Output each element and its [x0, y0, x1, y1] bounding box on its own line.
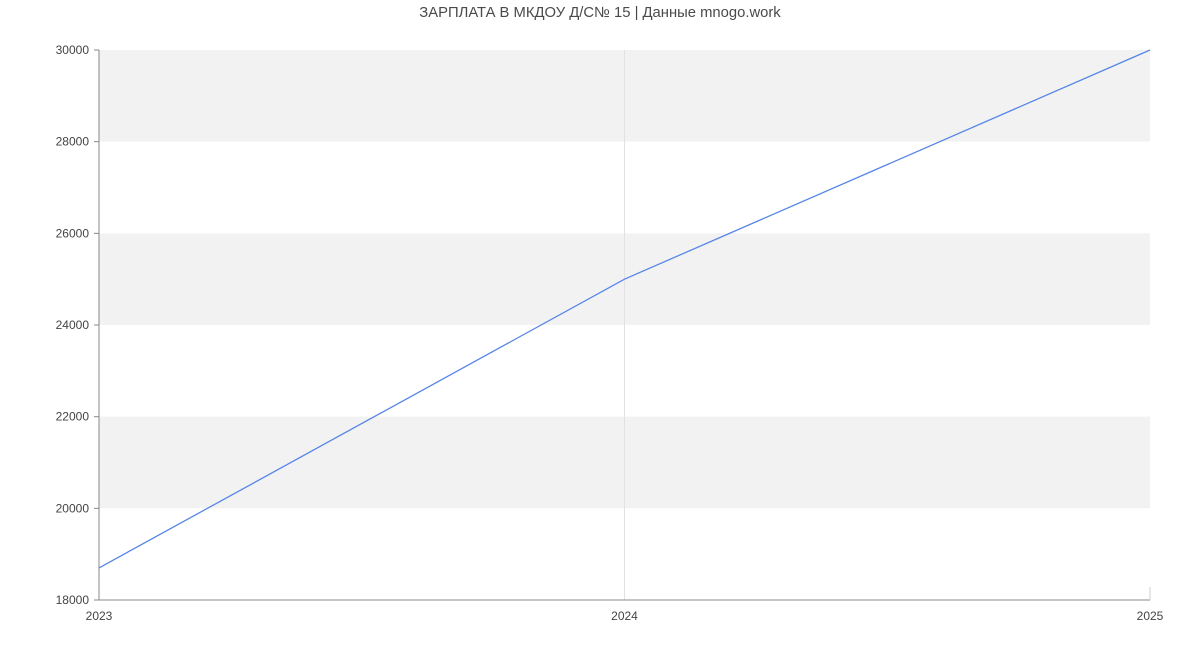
- svg-text:26000: 26000: [56, 226, 90, 240]
- svg-text:20000: 20000: [56, 501, 90, 515]
- svg-text:2023: 2023: [86, 609, 113, 623]
- svg-text:2025: 2025: [1137, 609, 1164, 623]
- svg-text:18000: 18000: [56, 593, 90, 607]
- svg-text:24000: 24000: [56, 318, 90, 332]
- svg-text:2024: 2024: [611, 609, 638, 623]
- svg-text:30000: 30000: [56, 43, 90, 57]
- svg-text:22000: 22000: [56, 410, 90, 424]
- svg-text:28000: 28000: [56, 135, 90, 149]
